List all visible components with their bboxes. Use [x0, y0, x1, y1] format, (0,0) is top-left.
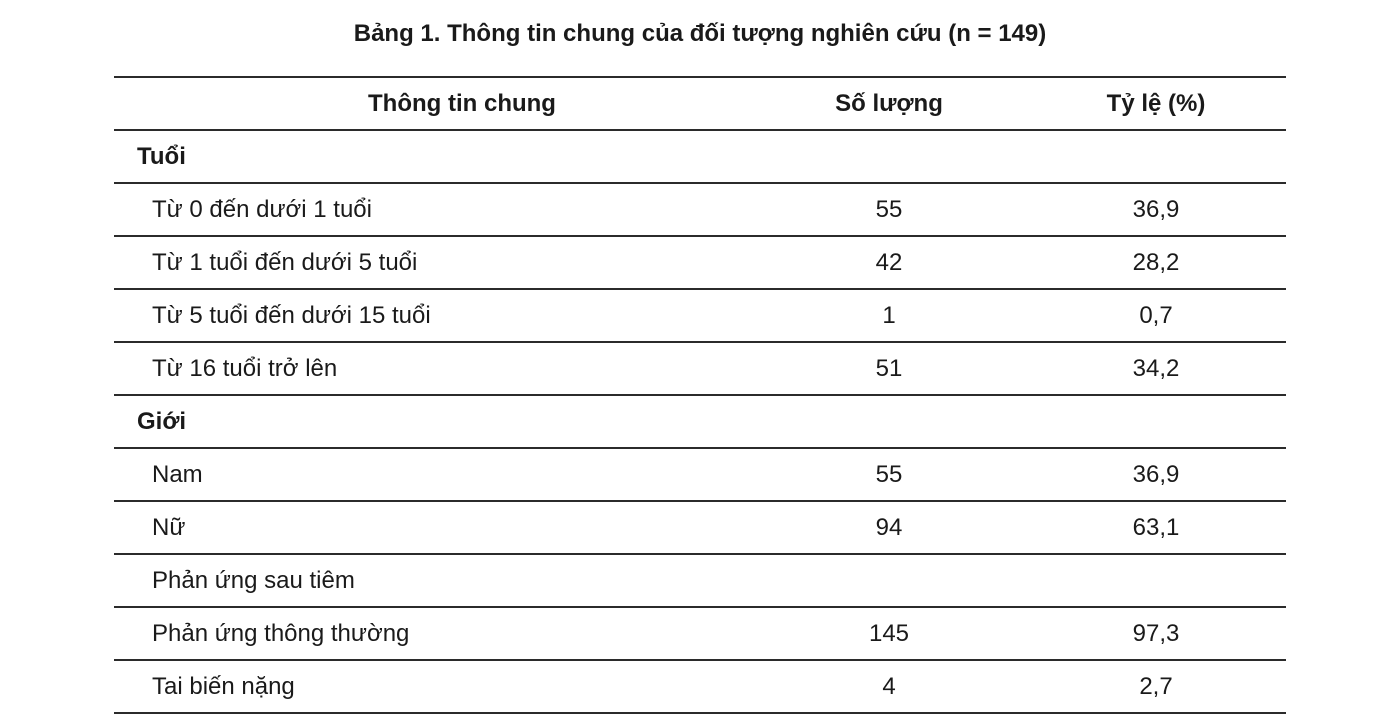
row-count: 55 — [875, 196, 903, 223]
row-percent: 97,3 — [1132, 620, 1180, 647]
row-percent: 0,7 — [1139, 302, 1173, 329]
row-count — [814, 131, 964, 182]
row-percent — [1086, 131, 1226, 182]
row-percent: 34,2 — [1132, 355, 1180, 382]
row-percent: 2,7 — [1139, 673, 1173, 700]
header-info: Thông tin chung — [368, 90, 556, 117]
row-label: Tuổi — [137, 143, 186, 170]
row-label: Từ 5 tuổi đến dưới 15 tuổi — [152, 302, 431, 329]
row-count: 94 — [875, 514, 903, 541]
table-row: Tai biến nặng 4 2,7 — [114, 661, 1286, 714]
table-row: Phản ứng thông thường 145 97,3 — [114, 608, 1286, 661]
row-count: 145 — [868, 620, 910, 647]
table-row: Từ 0 đến dưới 1 tuổi 55 36,9 — [114, 184, 1286, 237]
row-label: Tai biến nặng — [152, 673, 295, 700]
row-label: Từ 16 tuổi trở lên — [152, 355, 338, 382]
header-percent: Tỷ lệ (%) — [1106, 90, 1206, 117]
info-table: Thông tin chung Số lượng Tỷ lệ (%) Tuổi … — [114, 76, 1286, 714]
table-header-row: Thông tin chung Số lượng Tỷ lệ (%) — [114, 78, 1286, 131]
table-row: Từ 16 tuổi trở lên 51 34,2 — [114, 343, 1286, 396]
row-count: 42 — [875, 249, 903, 276]
table-row: Từ 1 tuổi đến dưới 5 tuổi 42 28,2 — [114, 237, 1286, 290]
table-row: Nam 55 36,9 — [114, 449, 1286, 502]
row-label: Từ 1 tuổi đến dưới 5 tuổi — [152, 249, 418, 276]
row-label: Từ 0 đến dưới 1 tuổi — [152, 196, 372, 223]
row-label: Phản ứng thông thường — [152, 620, 410, 647]
table-caption: Bảng 1. Thông tin chung của đối tượng ng… — [353, 20, 1047, 47]
section-row-age: Tuổi — [114, 131, 1286, 184]
table-row: Nữ 94 63,1 — [114, 502, 1286, 555]
section-row-reaction: Phản ứng sau tiêm — [114, 555, 1286, 608]
table-row: Từ 5 tuổi đến dưới 15 tuổi 1 0,7 — [114, 290, 1286, 343]
row-count — [814, 396, 964, 447]
row-percent: 36,9 — [1132, 196, 1180, 223]
section-row-gender: Giới — [114, 396, 1286, 449]
row-percent: 28,2 — [1132, 249, 1180, 276]
row-percent: 63,1 — [1132, 514, 1180, 541]
row-count: 55 — [875, 461, 903, 488]
row-count: 4 — [882, 673, 896, 700]
row-percent — [1086, 396, 1226, 447]
row-label: Giới — [137, 408, 187, 435]
row-label: Nữ — [152, 514, 186, 541]
row-label: Phản ứng sau tiêm — [152, 567, 355, 594]
row-percent: 36,9 — [1132, 461, 1180, 488]
row-percent — [1086, 555, 1226, 606]
row-label: Nam — [152, 461, 203, 488]
header-count: Số lượng — [835, 90, 943, 117]
row-count — [814, 555, 964, 606]
row-count: 51 — [875, 355, 903, 382]
row-count: 1 — [882, 302, 896, 329]
